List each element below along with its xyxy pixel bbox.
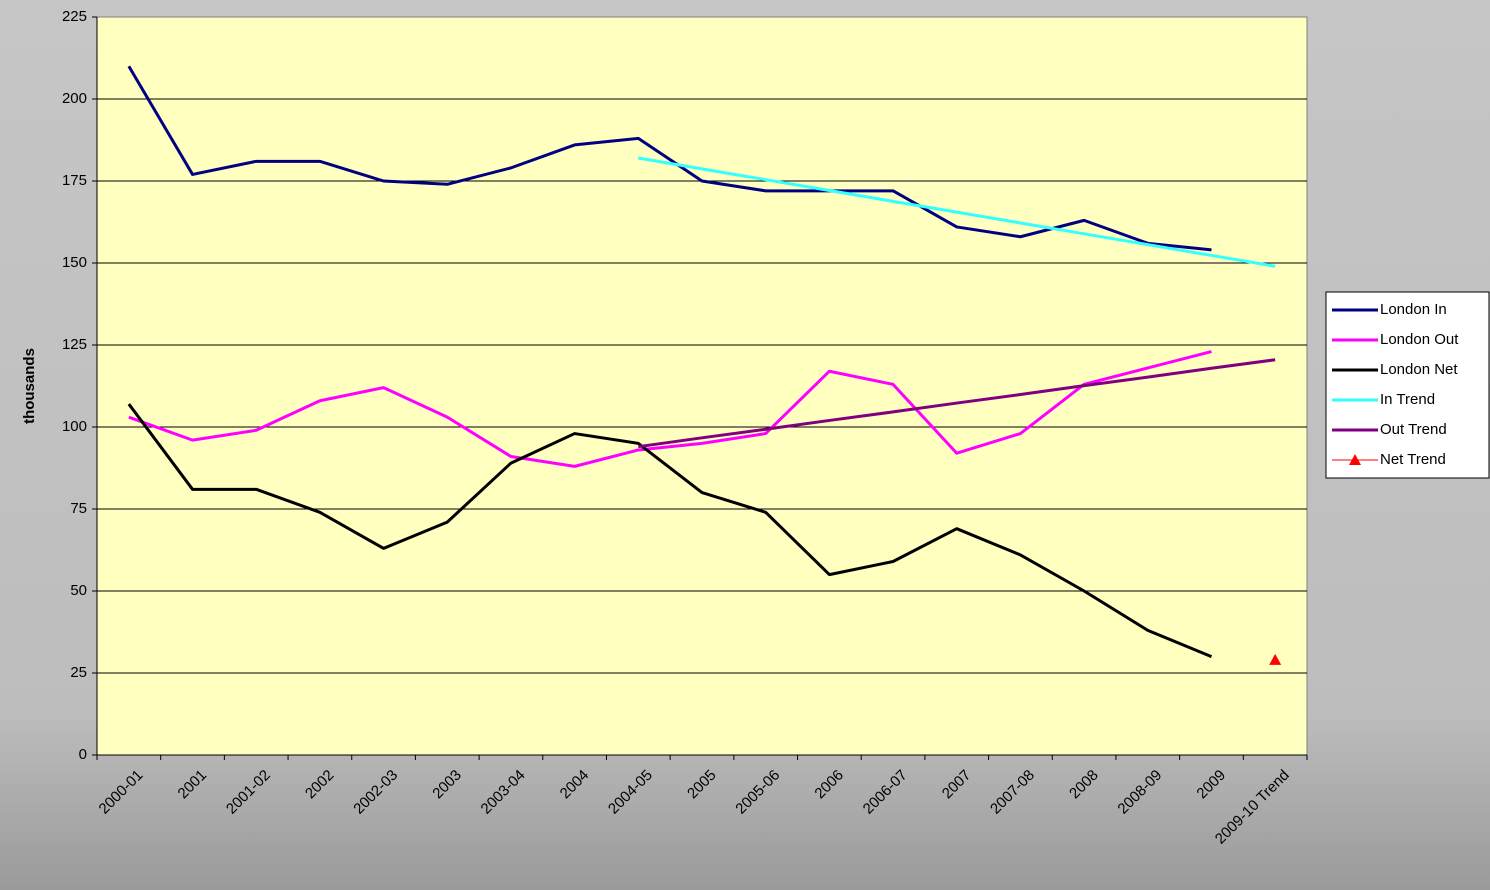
legend: [1325, 291, 1490, 479]
y-tick-label: 200: [62, 90, 87, 107]
legend-label: Out Trend: [1380, 421, 1447, 438]
series-marker: [1269, 653, 1282, 665]
legend-label: London Out: [1380, 331, 1459, 348]
y-tick-label: 225: [62, 8, 87, 25]
legend-label: Net Trend: [1380, 451, 1446, 468]
legend-label: In Trend: [1380, 391, 1435, 408]
series-line: [638, 156, 1276, 268]
series-line: [638, 358, 1276, 449]
y-tick-label: 125: [62, 336, 87, 353]
y-tick-label: 75: [70, 500, 87, 517]
legend-marker: [1349, 454, 1361, 465]
y-axis-label: thousands: [21, 348, 38, 424]
series-line: [128, 350, 1212, 468]
y-tick-label: 100: [62, 418, 87, 435]
legend-label: London In: [1380, 301, 1447, 318]
plot-area: [96, 16, 1308, 756]
series-line: [127, 403, 1213, 658]
series-line: [127, 65, 1212, 252]
y-tick-label: 150: [62, 254, 87, 271]
y-tick-label: 50: [70, 582, 87, 599]
legend-label: London Net: [1380, 361, 1458, 378]
y-tick-label: 0: [79, 746, 87, 763]
y-tick-label: 175: [62, 172, 87, 189]
y-tick-label: 25: [70, 664, 87, 681]
